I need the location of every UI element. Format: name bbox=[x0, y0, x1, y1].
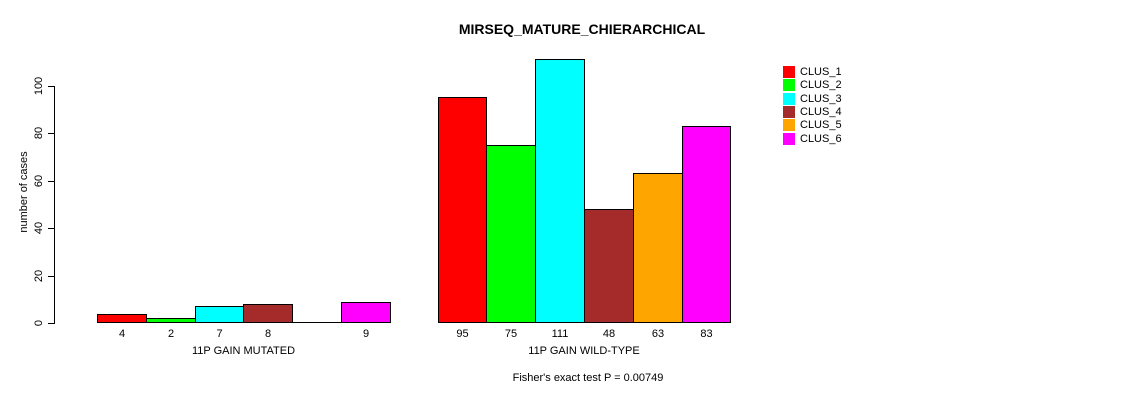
bar-clus_2 bbox=[486, 145, 536, 323]
x-group-label-mutated: 11P GAIN MUTATED bbox=[191, 345, 296, 357]
legend-swatch-clus_6 bbox=[783, 132, 795, 145]
bar-clus_6 bbox=[341, 302, 391, 323]
bar-clus_2 bbox=[146, 318, 196, 323]
legend-swatch-clus_1 bbox=[783, 66, 795, 78]
bar-clus_6 bbox=[682, 126, 731, 323]
y-tick-label: 60 bbox=[33, 174, 45, 187]
bar-value-label: 63 bbox=[651, 328, 665, 340]
bar-clus_1 bbox=[438, 97, 487, 323]
y-tick-label: 0 bbox=[33, 319, 45, 327]
y-tick-label: 80 bbox=[33, 126, 45, 140]
legend-label-clus_4: CLUS_4 bbox=[800, 105, 842, 118]
legend-swatch-clus_4 bbox=[783, 105, 795, 118]
legend-swatch-clus_2 bbox=[783, 79, 795, 92]
bar-value-label: 9 bbox=[362, 328, 370, 340]
chart-title: MIRSEQ_MATURE_CHIERARCHICAL bbox=[458, 21, 706, 37]
bar-value-label: 111 bbox=[551, 328, 569, 340]
bar-value-label: 8 bbox=[264, 328, 272, 340]
bar-value-label: 2 bbox=[167, 328, 175, 340]
y-tick-label: 40 bbox=[33, 221, 45, 235]
y-tick-label: 100 bbox=[33, 76, 45, 95]
bar-value-label: 83 bbox=[700, 328, 713, 340]
y-tick bbox=[48, 85, 55, 87]
y-tick-label: 20 bbox=[33, 269, 45, 282]
fisher-test-annotation: Fisher's exact test P = 0.00749 bbox=[512, 372, 664, 384]
y-tick bbox=[48, 133, 55, 135]
bar-value-label: 95 bbox=[456, 328, 469, 340]
bar-value-label: 48 bbox=[602, 328, 616, 340]
x-group-label-wild-type: 11P GAIN WILD-TYPE bbox=[528, 345, 640, 357]
y-tick bbox=[48, 275, 55, 277]
legend-label-clus_1: CLUS_1 bbox=[800, 66, 842, 78]
legend-label-clus_5: CLUS_5 bbox=[800, 119, 842, 132]
y-tick bbox=[48, 180, 55, 182]
legend-label-clus_3: CLUS_3 bbox=[800, 92, 842, 105]
legend-label-clus_2: CLUS_2 bbox=[800, 79, 842, 92]
y-axis-line bbox=[54, 85, 55, 324]
bar-value-label: 7 bbox=[216, 328, 223, 340]
y-tick bbox=[48, 228, 55, 230]
bar-clus_5 bbox=[633, 173, 683, 323]
bar-clus_1 bbox=[97, 314, 147, 323]
bar-clus_3 bbox=[195, 306, 244, 323]
legend-swatch-clus_5 bbox=[783, 119, 795, 132]
y-axis-label: number of cases bbox=[18, 151, 30, 233]
y-tick bbox=[48, 323, 55, 324]
legend-swatch-clus_3 bbox=[783, 92, 795, 105]
bar-value-label: 75 bbox=[504, 328, 518, 340]
bar-clus_4 bbox=[584, 209, 634, 323]
legend-label-clus_6: CLUS_6 bbox=[800, 132, 842, 145]
bar-clus_4 bbox=[243, 304, 293, 323]
bar-clus_3 bbox=[535, 59, 585, 323]
bar-value-label: 4 bbox=[118, 328, 126, 340]
bar-clus_5-zero bbox=[292, 322, 342, 323]
